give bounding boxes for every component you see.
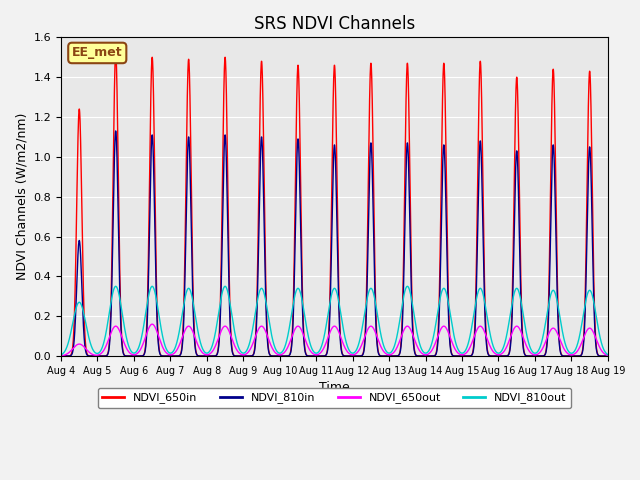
NDVI_810out: [174, 335, 182, 340]
Y-axis label: NDVI Channels (W/m2/nm): NDVI Channels (W/m2/nm): [15, 113, 28, 280]
NDVI_650in: [168, 353, 176, 359]
NDVI_810out: [410, 311, 418, 316]
NDVI_810out: [148, 283, 156, 289]
NDVI_650in: [602, 353, 610, 359]
Line: NDVI_810out: NDVI_810out: [61, 286, 608, 355]
NDVI_810out: [604, 352, 612, 358]
Line: NDVI_810in: NDVI_810in: [61, 131, 608, 356]
NDVI_650out: [174, 345, 182, 351]
NDVI_810out: [488, 337, 495, 343]
NDVI_810in: [488, 353, 495, 359]
NDVI_650out: [262, 329, 269, 335]
NDVI_810out: [57, 352, 65, 358]
Line: NDVI_650out: NDVI_650out: [61, 324, 608, 356]
NDVI_650in: [57, 353, 65, 359]
NDVI_810in: [410, 345, 418, 350]
NDVI_810in: [168, 353, 176, 359]
NDVI_650in: [112, 50, 120, 56]
NDVI_650out: [488, 346, 495, 352]
NDVI_810in: [262, 298, 269, 303]
NDVI_650out: [57, 353, 65, 359]
NDVI_810in: [604, 353, 612, 359]
NDVI_810out: [602, 350, 610, 356]
Legend: NDVI_650in, NDVI_810in, NDVI_650out, NDVI_810out: NDVI_650in, NDVI_810in, NDVI_650out, NDV…: [97, 388, 572, 408]
NDVI_810in: [602, 353, 610, 359]
NDVI_810in: [174, 353, 182, 359]
NDVI_650in: [410, 342, 418, 348]
NDVI_810out: [262, 298, 269, 304]
X-axis label: Time: Time: [319, 381, 350, 394]
NDVI_650out: [410, 335, 418, 341]
NDVI_810in: [112, 128, 120, 134]
Title: SRS NDVI Channels: SRS NDVI Channels: [254, 15, 415, 33]
NDVI_650in: [174, 353, 182, 359]
NDVI_650out: [602, 352, 610, 358]
NDVI_650in: [488, 353, 495, 359]
Line: NDVI_650in: NDVI_650in: [61, 53, 608, 356]
NDVI_650out: [148, 321, 156, 327]
Text: EE_met: EE_met: [72, 47, 123, 60]
NDVI_810in: [57, 353, 65, 359]
NDVI_650in: [604, 353, 612, 359]
NDVI_650out: [168, 351, 176, 357]
NDVI_650out: [604, 352, 612, 358]
NDVI_810out: [168, 349, 176, 355]
NDVI_650in: [262, 278, 269, 284]
